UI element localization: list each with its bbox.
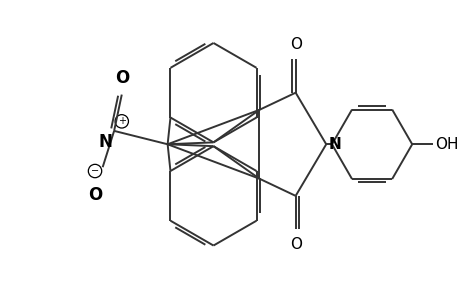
Text: O: O bbox=[88, 186, 102, 204]
Text: O: O bbox=[289, 237, 301, 252]
Text: OH: OH bbox=[434, 137, 458, 152]
Text: +: + bbox=[118, 116, 125, 126]
Text: N: N bbox=[98, 133, 112, 151]
Text: O: O bbox=[114, 69, 129, 87]
Text: −: − bbox=[91, 166, 99, 176]
Text: O: O bbox=[289, 37, 301, 52]
Text: N: N bbox=[328, 137, 341, 152]
